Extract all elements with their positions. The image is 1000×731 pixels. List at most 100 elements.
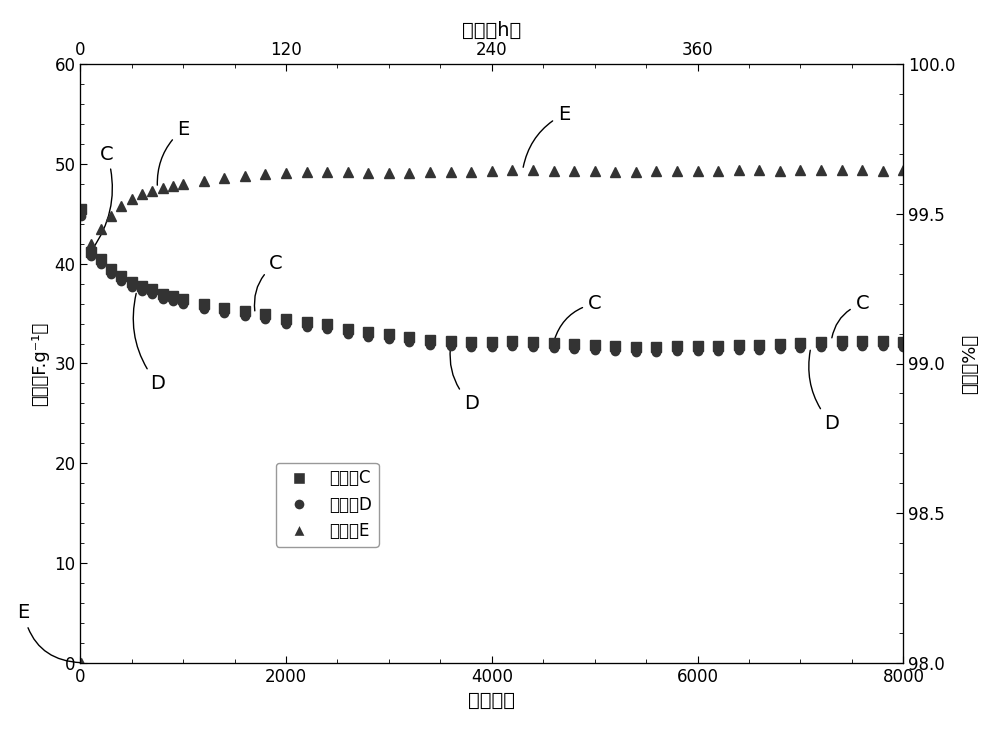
放电：D <box>280 319 292 328</box>
充电：C <box>95 254 107 263</box>
效率：E <box>465 167 477 176</box>
放电：D <box>753 345 765 354</box>
放电：D <box>259 314 271 323</box>
充电：C <box>105 265 117 273</box>
效率：E <box>877 167 889 175</box>
Line: 充电：C: 充电：C <box>76 204 908 352</box>
效率：E <box>712 167 724 175</box>
充电：C <box>85 247 97 256</box>
充电：C <box>589 340 601 349</box>
充电：C <box>630 342 642 351</box>
效率：E <box>239 172 251 181</box>
放电：D <box>836 341 848 350</box>
效率：E <box>589 167 601 175</box>
充电：C <box>198 299 210 308</box>
效率：E <box>671 167 683 175</box>
放电：D <box>403 337 415 346</box>
充电：C <box>342 325 354 333</box>
Text: D: D <box>450 348 479 413</box>
放电：D <box>218 308 230 317</box>
Text: D: D <box>133 293 165 393</box>
Text: E: E <box>523 105 570 167</box>
放电：D <box>126 282 138 291</box>
充电：C <box>424 336 436 344</box>
充电：C <box>548 338 560 347</box>
充电：C <box>506 336 518 345</box>
放电：D <box>301 322 313 331</box>
放电：D <box>115 276 127 285</box>
效率：E <box>362 169 374 178</box>
放电：D <box>794 343 806 352</box>
充电：C <box>815 337 827 346</box>
效率：E <box>568 167 580 175</box>
放电：D <box>424 340 436 349</box>
Y-axis label: 效率（%）: 效率（%） <box>961 333 979 393</box>
放电：D <box>692 346 704 355</box>
放电：D <box>177 299 189 308</box>
充电：C <box>136 281 148 290</box>
充电：C <box>733 340 745 349</box>
放电：D <box>95 260 107 268</box>
充电：C <box>877 336 889 345</box>
效率：E <box>95 224 107 233</box>
效率：E <box>774 167 786 175</box>
放电：D <box>609 346 621 355</box>
效率：E <box>856 166 868 175</box>
放电：D <box>465 342 477 351</box>
Line: 效率：E: 效率：E <box>76 165 908 667</box>
充电：C <box>692 341 704 350</box>
充电：C <box>856 336 868 345</box>
效率：E <box>126 194 138 203</box>
效率：E <box>692 167 704 175</box>
效率：E <box>424 167 436 176</box>
Text: C: C <box>554 294 602 340</box>
效率：E <box>486 167 498 175</box>
效率：E <box>75 659 87 667</box>
充电：C <box>650 342 662 351</box>
充电：C <box>712 341 724 350</box>
充电：C <box>445 336 457 345</box>
效率：E <box>342 167 354 176</box>
Legend: 充电：C, 放电：D, 效率：E: 充电：C, 放电：D, 效率：E <box>276 463 379 547</box>
Text: C: C <box>254 254 283 311</box>
放电：D <box>774 344 786 353</box>
Line: 放电：D: 放电：D <box>77 212 908 356</box>
充电：C <box>465 337 477 346</box>
充电：C <box>321 319 333 328</box>
放电：D <box>146 289 158 298</box>
效率：E <box>836 166 848 175</box>
效率：E <box>157 183 169 192</box>
充电：C <box>897 337 909 346</box>
放电：D <box>198 304 210 313</box>
放电：D <box>856 341 868 350</box>
效率：E <box>136 189 148 198</box>
放电：D <box>671 346 683 355</box>
充电：C <box>177 295 189 303</box>
放电：D <box>136 287 148 295</box>
充电：C <box>753 340 765 349</box>
Text: E: E <box>157 120 189 185</box>
Text: C: C <box>92 145 114 249</box>
放电：D <box>321 325 333 333</box>
Text: C: C <box>832 294 869 338</box>
充电：C <box>836 336 848 345</box>
放电：D <box>383 334 395 343</box>
充电：C <box>671 341 683 350</box>
放电：D <box>105 269 117 278</box>
放电：D <box>157 295 169 303</box>
放电：D <box>85 251 97 260</box>
Text: E: E <box>18 603 81 663</box>
效率：E <box>218 173 230 182</box>
效率：E <box>733 166 745 175</box>
放电：D <box>75 211 87 220</box>
效率：E <box>630 167 642 176</box>
放电：D <box>877 341 889 350</box>
放电：D <box>445 341 457 350</box>
效率：E <box>85 240 97 249</box>
效率：E <box>115 202 127 211</box>
充电：C <box>568 339 580 348</box>
放电：D <box>630 347 642 356</box>
充电：C <box>794 338 806 347</box>
放电：D <box>239 311 251 320</box>
放电：D <box>527 342 539 351</box>
